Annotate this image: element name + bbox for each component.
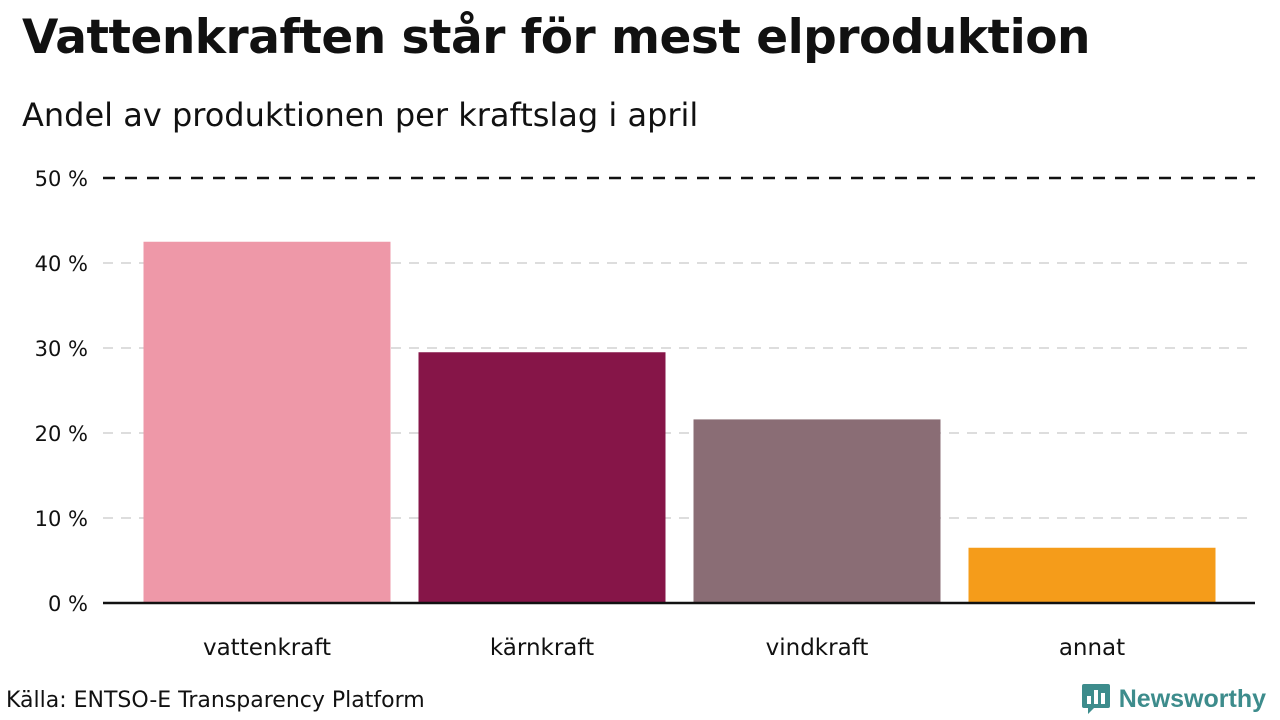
chart-subtitle: Andel av produktionen per kraftslag i ap… bbox=[22, 96, 699, 134]
x-tick-label: kärnkraft bbox=[490, 635, 594, 661]
y-tick-label: 40 % bbox=[35, 252, 88, 276]
y-tick-label: 0 % bbox=[48, 592, 88, 616]
y-tick-label: 30 % bbox=[35, 337, 88, 361]
y-tick-label: 50 % bbox=[35, 167, 88, 191]
y-tick-label: 10 % bbox=[35, 507, 88, 531]
chart-title: Vattenkraften står för mest elproduktion bbox=[22, 10, 1090, 65]
brand-logo: Newsworthy bbox=[1081, 682, 1266, 716]
bar-annat bbox=[968, 547, 1216, 603]
y-tick-label: 20 % bbox=[35, 422, 88, 446]
source-note: Källa: ENTSO-E Transparency Platform bbox=[6, 688, 425, 713]
bar-kärnkraft bbox=[418, 352, 666, 603]
x-tick-label: vattenkraft bbox=[203, 635, 331, 661]
x-tick-label: annat bbox=[1059, 635, 1125, 661]
x-tick-label: vindkraft bbox=[766, 635, 869, 661]
bar-vindkraft bbox=[693, 419, 941, 603]
newsworthy-logo-icon bbox=[1081, 684, 1110, 714]
bar-chart: 0 % 10 % 20 % 30 % 40 % 50 % vattenkraft kärnkr… bbox=[35, 167, 1255, 661]
brand-name: Newsworthy bbox=[1118, 684, 1266, 713]
bar-vattenkraft bbox=[143, 241, 391, 603]
